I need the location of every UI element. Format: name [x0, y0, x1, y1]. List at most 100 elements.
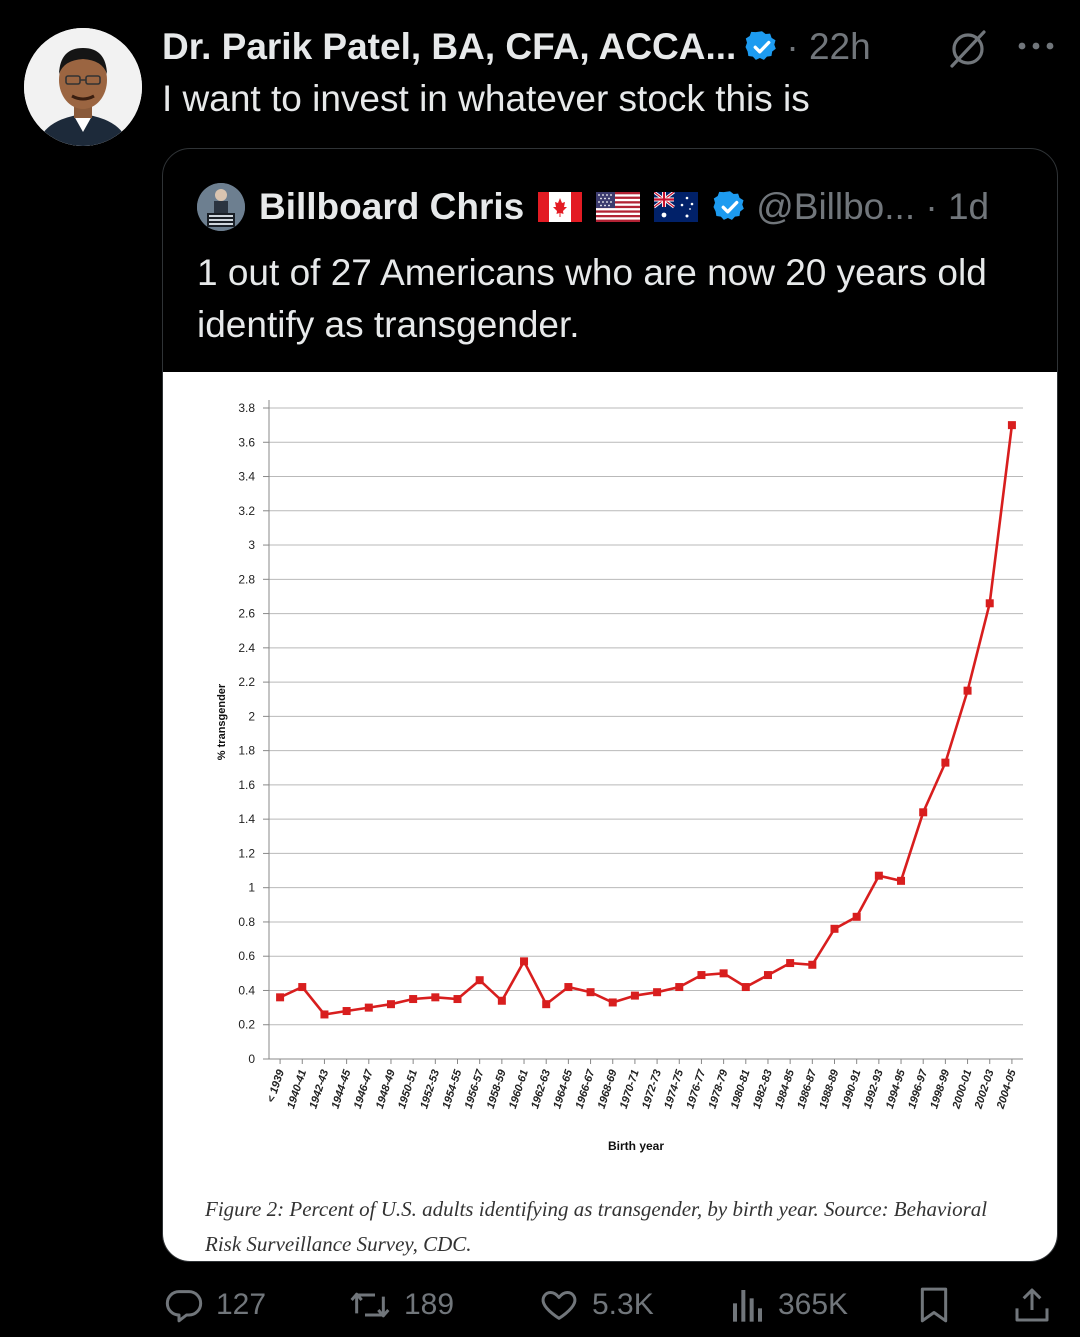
- x-tick-label: 1990-91: [840, 1068, 864, 1110]
- data-point-marker: [963, 686, 972, 695]
- x-tick-label: 1962-63: [529, 1068, 553, 1110]
- data-point-marker: [608, 998, 617, 1007]
- x-tick-label: 1984-85: [773, 1067, 797, 1110]
- y-axis-label: % transgender: [216, 683, 228, 760]
- y-tick-label: 0.2: [238, 1018, 255, 1032]
- x-tick-label: 1978-79: [707, 1067, 731, 1110]
- x-tick-label: 1948-49: [374, 1067, 398, 1110]
- quoted-tweet-header: Billboard Chris: [197, 183, 989, 231]
- data-point-marker: [475, 976, 484, 985]
- x-tick-label: 1968-69: [596, 1067, 620, 1110]
- view-count: 365K: [778, 1288, 849, 1321]
- y-tick-label: 2.2: [238, 675, 255, 689]
- verified-badge-icon[interactable]: [744, 29, 780, 65]
- x-tick-label: 1986-87: [795, 1067, 819, 1110]
- usa-flag-icon: [596, 192, 641, 222]
- x-tick-label: 1950-51: [396, 1068, 420, 1110]
- data-point-marker: [941, 758, 950, 767]
- y-tick-label: 0.4: [238, 983, 255, 997]
- data-point-marker: [919, 808, 928, 817]
- bookmark-button[interactable]: [914, 1280, 966, 1330]
- data-point-marker: [741, 983, 750, 992]
- y-tick-label: 2.8: [238, 572, 255, 586]
- y-tick-label: 1.4: [238, 812, 255, 826]
- data-point-marker: [808, 960, 817, 969]
- y-tick-label: 1.2: [238, 846, 255, 860]
- x-tick-label: 1988-89: [817, 1067, 841, 1110]
- data-point-marker: [386, 1000, 395, 1009]
- views-button[interactable]: 365K: [730, 1280, 848, 1330]
- data-point-marker: [586, 988, 595, 997]
- y-tick-label: 2: [248, 709, 255, 723]
- quoted-author-avatar: [197, 183, 245, 231]
- more-options-icon[interactable]: [1016, 36, 1056, 56]
- australia-flag-icon: [654, 192, 699, 222]
- x-tick-label: 1998-99: [928, 1067, 952, 1110]
- heart-icon: [541, 1291, 577, 1320]
- x-tick-label: 1976-77: [684, 1067, 708, 1110]
- data-point-marker: [364, 1003, 373, 1012]
- data-point-marker: [786, 959, 795, 968]
- x-tick-label: 1954-55: [440, 1067, 464, 1110]
- x-tick-label: 1996-97: [906, 1067, 930, 1110]
- data-point-marker: [852, 912, 861, 921]
- y-tick-label: 3.8: [238, 401, 255, 415]
- x-tick-label: 1960-61: [507, 1068, 531, 1110]
- like-count: 5.3K: [592, 1288, 654, 1321]
- tweet-time[interactable]: · 22h: [786, 26, 871, 67]
- data-point-marker: [874, 871, 883, 880]
- x-tick-label: 1982-83: [751, 1068, 775, 1110]
- quoted-handle-time: @Billbo... · 1d: [756, 186, 990, 227]
- canada-flag-icon: [538, 192, 583, 222]
- avatar-portrait: [24, 28, 142, 146]
- x-tick-label: 1970-71: [618, 1068, 642, 1110]
- data-point-marker: [897, 876, 906, 885]
- data-point-marker: [320, 1010, 329, 1019]
- x-tick-label: 2004-05: [995, 1067, 1019, 1111]
- data-point-marker: [763, 971, 772, 980]
- x-tick-label: < 1939: [265, 1067, 287, 1104]
- share-button[interactable]: [1012, 1280, 1064, 1330]
- y-tick-label: 2.6: [238, 607, 255, 621]
- x-tick-label: 1940-41: [285, 1068, 309, 1110]
- author-avatar[interactable]: [24, 28, 142, 146]
- views-chart-icon: [733, 1290, 762, 1322]
- author-name[interactable]: Dr. Parik Patel, BA, CFA, ACCA...: [162, 26, 737, 67]
- x-tick-label: 2000-01: [950, 1068, 974, 1111]
- data-point-marker: [342, 1007, 351, 1016]
- line-chart: 0 0.2 0.4 0.6 0.8 1 1.2 1.4 1.6 1.8 2 2.2 2.4 2.6 2.8 3…: [216, 400, 1023, 1153]
- y-tick-label: 0.6: [238, 949, 255, 963]
- x-tick-label: 1992-93: [862, 1068, 886, 1110]
- x-tick-label: 1958-59: [485, 1067, 509, 1110]
- tweet-text: I want to invest in whatever stock this …: [162, 78, 810, 119]
- data-point-marker: [1007, 421, 1016, 430]
- data-point-marker: [453, 995, 462, 1004]
- y-tick-label: 0: [248, 1052, 255, 1066]
- reply-button[interactable]: 127: [164, 1280, 266, 1330]
- x-tick-label: 1964-65: [551, 1067, 575, 1110]
- x-tick-label: 1974-75: [662, 1067, 686, 1110]
- reply-count: 127: [216, 1288, 267, 1321]
- like-button[interactable]: 5.3K: [538, 1280, 654, 1330]
- x-tick-label: 1944-45: [330, 1067, 354, 1110]
- data-point-marker: [520, 957, 529, 966]
- share-icon: [1015, 1288, 1049, 1322]
- data-point-marker: [431, 993, 440, 1002]
- quoted-tweet-text: 1 out of 27 Americans who are now 20 yea…: [197, 252, 987, 345]
- y-tick-label: 3.6: [238, 435, 255, 449]
- x-tick-label: 1952-53: [418, 1068, 442, 1110]
- quoted-tweet-card[interactable]: Billboard Chris: [162, 148, 1058, 1262]
- x-tick-label: 2002-03: [972, 1068, 996, 1111]
- repost-button[interactable]: 189: [348, 1280, 454, 1330]
- data-point-marker: [298, 983, 307, 992]
- x-tick-label: 1980-81: [729, 1068, 753, 1110]
- grok-icon[interactable]: [946, 28, 990, 68]
- reply-icon: [165, 1290, 203, 1323]
- x-tick-label: 1942-43: [307, 1068, 331, 1110]
- data-point-marker: [276, 993, 285, 1002]
- quoted-author-name: Billboard Chris: [259, 186, 525, 227]
- data-point-marker: [653, 988, 662, 997]
- y-tick-label: 3.2: [238, 504, 255, 518]
- chart-image[interactable]: 0 0.2 0.4 0.6 0.8 1 1.2 1.4 1.6 1.8 2 2.2 2.4 2.6 2.8 3…: [163, 372, 1057, 1261]
- data-point-marker: [830, 924, 839, 933]
